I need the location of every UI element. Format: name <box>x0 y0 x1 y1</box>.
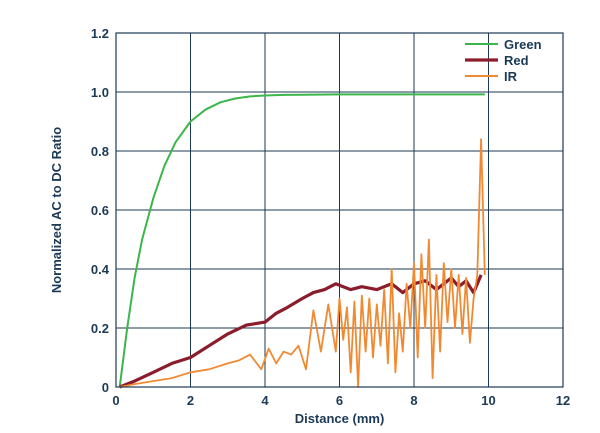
y-tick-label: 1.2 <box>91 26 109 41</box>
x-tick-labels: 0 2 4 6 8 10 12 <box>112 393 570 408</box>
x-tick-label: 0 <box>112 393 119 408</box>
legend-label-red: Red <box>504 53 529 68</box>
y-tick-label: 0.4 <box>91 262 110 277</box>
x-tick-label: 4 <box>261 393 269 408</box>
y-tick-label: 0.6 <box>91 203 109 218</box>
x-tick-label: 10 <box>481 393 495 408</box>
legend-label-ir: IR <box>504 69 518 84</box>
series-layer <box>120 94 485 387</box>
x-tick-label: 2 <box>187 393 194 408</box>
x-axis-label: Distance (mm) <box>295 411 385 426</box>
y-tick-label: 0 <box>102 380 109 395</box>
y-tick-label: 0.8 <box>91 144 109 159</box>
series-line-green <box>120 94 485 387</box>
line-chart: 0 2 4 6 8 10 12 0 0.2 0.4 0.6 0.8 1.0 1.2 Distance (… <box>0 0 600 433</box>
y-tick-labels: 0 0.2 0.4 0.6 0.8 1.0 1.2 <box>91 26 110 395</box>
grid-lines <box>116 33 563 387</box>
y-axis-label: Normalized AC to DC Ratio <box>49 127 64 293</box>
series-line-ir <box>120 139 485 387</box>
x-tick-label: 12 <box>556 393 570 408</box>
x-tick-label: 8 <box>410 393 417 408</box>
y-tick-label: 0.2 <box>91 321 109 336</box>
legend-label-green: Green <box>504 37 542 52</box>
y-tick-label: 1.0 <box>91 85 109 100</box>
x-tick-label: 6 <box>336 393 343 408</box>
